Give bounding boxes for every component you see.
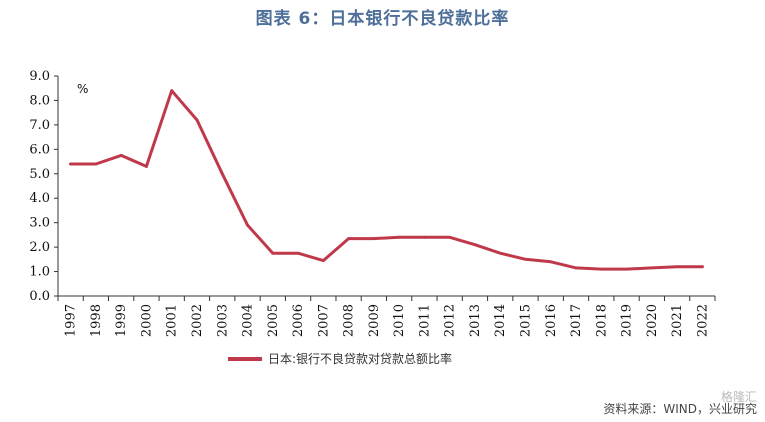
x-tick-label: 1998	[89, 304, 104, 337]
data-point	[423, 235, 426, 239]
data-point	[574, 266, 578, 270]
x-tick-label: 2005	[266, 304, 281, 337]
data-point	[524, 257, 527, 261]
x-tick-label: 2010	[392, 304, 407, 337]
x-tick-label: 2016	[544, 304, 559, 337]
x-tick-label: 2022	[695, 304, 710, 337]
chart-title: 图表 6：日本银行不良贷款比率	[255, 9, 510, 29]
x-tick-label: 2018	[594, 304, 609, 337]
x-tick-label: 2020	[645, 304, 660, 337]
data-point	[549, 260, 553, 264]
data-point	[473, 243, 477, 247]
data-point	[271, 251, 275, 255]
x-axis: 1997 1998 1999 2000 2001 2002 2003 2004 2005 2006…	[57, 295, 716, 337]
x-tick-label: 2002	[190, 304, 205, 337]
y-tick-label: 3.0	[29, 216, 50, 231]
data-point	[69, 162, 73, 166]
x-tick-label: 2021	[670, 304, 685, 337]
data-point	[119, 154, 123, 157]
data-point	[498, 251, 502, 255]
x-tick-label: 2007	[316, 304, 331, 337]
x-tick-label: 1997	[64, 304, 79, 337]
data-point	[170, 89, 174, 93]
data-point	[625, 267, 628, 271]
y-tick-label: 5.0	[29, 167, 50, 182]
x-tick-label: 2011	[417, 304, 432, 337]
x-tick-label: 2019	[620, 304, 635, 337]
x-tick-label: 2017	[569, 304, 584, 337]
data-point	[599, 267, 603, 271]
data-point	[448, 235, 452, 239]
x-tick-label: 2003	[215, 304, 230, 337]
y-tick-label: 0.0	[29, 289, 50, 304]
x-tick-label: 2004	[241, 304, 256, 337]
y-axis: 0.0 1.0 2.0 3.0 4.0 5.0 6.0 7.0 8.0 9.0	[29, 69, 59, 304]
data-point	[700, 265, 704, 269]
series-line	[69, 89, 704, 271]
x-tick-label: 2008	[342, 304, 357, 337]
x-tick-label: 1999	[114, 304, 129, 337]
x-tick-label: 2006	[291, 304, 306, 337]
legend-label: 日本:银行不良贷款对贷款总额比率	[268, 351, 452, 366]
data-point	[145, 165, 148, 168]
source-note: 资料来源：WIND，兴业研究	[603, 402, 757, 416]
y-tick-label: 1.0	[29, 265, 50, 280]
y-tick-label: 8.0	[29, 93, 50, 108]
data-point	[372, 237, 376, 240]
data-point	[296, 251, 300, 255]
x-tick-label: 2014	[493, 304, 508, 337]
x-tick-label: 2000	[139, 304, 154, 337]
data-point	[246, 223, 249, 227]
data-point	[321, 259, 325, 262]
x-tick-label: 2013	[468, 304, 483, 337]
data-point	[650, 266, 654, 270]
watermark: 格隆汇	[720, 390, 757, 404]
y-tick-label: 7.0	[29, 118, 50, 133]
series-group	[69, 89, 704, 271]
unit-label: %	[77, 82, 88, 96]
y-tick-label: 6.0	[29, 142, 50, 157]
legend: 日本:银行不良贷款对贷款总额比率	[228, 351, 452, 366]
data-point	[94, 162, 98, 166]
x-tick-label: 2015	[518, 304, 533, 337]
y-tick-label: 4.0	[29, 191, 50, 206]
data-point	[397, 235, 401, 239]
data-point	[675, 265, 679, 269]
y-tick-label: 9.0	[29, 69, 50, 84]
data-point	[347, 237, 350, 240]
data-point	[195, 118, 199, 122]
x-tick-label: 2001	[165, 304, 180, 337]
data-point	[220, 172, 224, 176]
x-tick-label: 2012	[443, 304, 458, 337]
x-tick-label: 2009	[367, 304, 382, 337]
y-tick-label: 2.0	[29, 240, 50, 255]
